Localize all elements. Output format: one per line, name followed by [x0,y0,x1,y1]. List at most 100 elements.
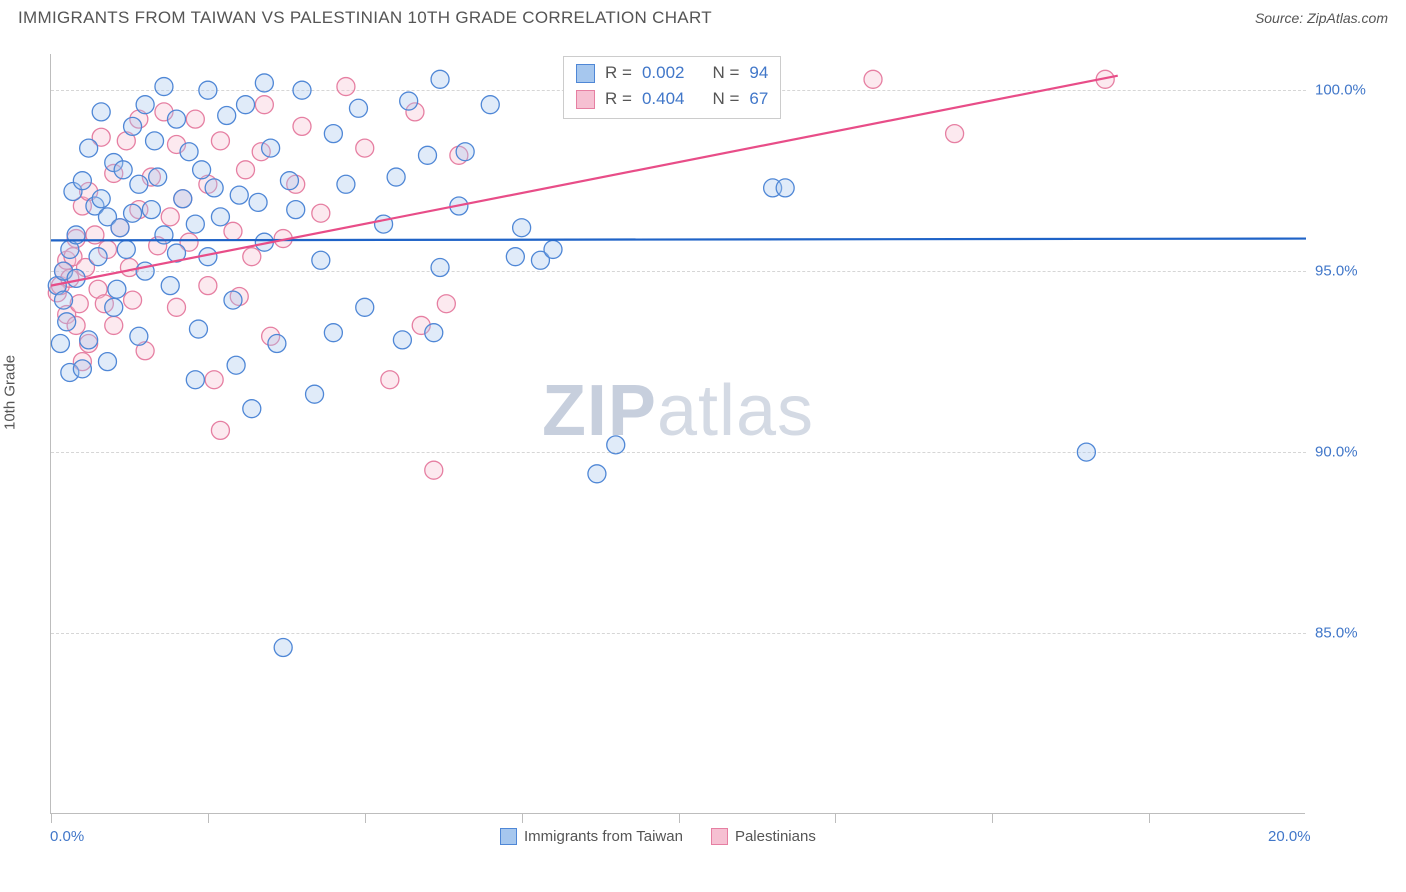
scatter-point [431,70,449,88]
scatter-point [114,161,132,179]
scatter-point [108,280,126,298]
legend-label-taiwan: Immigrants from Taiwan [524,828,683,845]
scatter-point [80,139,98,157]
scatter-point [255,96,273,114]
scatter-point [243,248,261,266]
scatter-point [1077,443,1095,461]
legend-swatch-taiwan [500,828,517,845]
scatter-point [124,204,142,222]
scatter-point [387,168,405,186]
scatter-point [224,222,242,240]
scatter-point [130,327,148,345]
scatter-point [312,251,330,269]
scatter-point [356,139,374,157]
scatter-point [437,295,455,313]
scatter-point [312,204,330,222]
chart-source: Source: ZipAtlas.com [1255,10,1388,26]
scatter-point [70,295,88,313]
y-axis-label: 10th Grade [2,355,19,430]
scatter-point [189,320,207,338]
chart-svg [51,54,1306,814]
scatter-point [375,215,393,233]
scatter-point [513,219,531,237]
scatter-point [280,172,298,190]
x-max-label: 20.0% [1268,828,1311,845]
scatter-point [349,99,367,117]
scatter-point [249,193,267,211]
scatter-point [186,371,204,389]
y-tick-label: 90.0% [1315,444,1358,461]
scatter-point [274,639,292,657]
r-value-palestinian: 0.404 [642,86,685,112]
scatter-point [243,400,261,418]
scatter-point [293,81,311,99]
stats-swatch-taiwan [576,64,595,83]
scatter-point [268,335,286,353]
scatter-point [130,175,148,193]
scatter-point [73,360,91,378]
scatter-point [324,125,342,143]
scatter-point [98,353,116,371]
scatter-point [506,248,524,266]
r-value-taiwan: 0.002 [642,60,685,86]
chart-header: IMMIGRANTS FROM TAIWAN VS PALESTINIAN 10… [0,0,1406,32]
scatter-point [544,240,562,258]
scatter-point [864,70,882,88]
correlation-stats-box: R = 0.002 N = 94 R = 0.404 N = 67 [563,56,781,119]
scatter-point [111,219,129,237]
legend: Immigrants from Taiwan Palestinians [500,828,816,845]
scatter-point [356,298,374,316]
scatter-point [161,208,179,226]
stats-swatch-palestinian [576,90,595,109]
scatter-point [161,277,179,295]
scatter-point [80,331,98,349]
scatter-point [142,201,160,219]
scatter-point [211,132,229,150]
scatter-point [381,371,399,389]
n-value-taiwan: 94 [749,60,768,86]
scatter-point [92,103,110,121]
scatter-point [180,143,198,161]
y-tick-label: 95.0% [1315,263,1358,280]
scatter-point [262,139,280,157]
y-tick-label: 100.0% [1315,82,1366,99]
scatter-point [58,313,76,331]
scatter-point [55,291,73,309]
scatter-point [227,356,245,374]
scatter-point [120,259,138,277]
scatter-point [306,385,324,403]
scatter-point [51,335,69,353]
scatter-point [776,179,794,197]
scatter-point [255,74,273,92]
legend-swatch-palestinian [711,828,728,845]
scatter-point [211,208,229,226]
scatter-point [155,78,173,96]
scatter-point [237,96,255,114]
scatter-point [393,331,411,349]
legend-item-taiwan: Immigrants from Taiwan [500,828,683,845]
chart-title: IMMIGRANTS FROM TAIWAN VS PALESTINIAN 10… [18,8,712,28]
scatter-point [105,316,123,334]
n-value-palestinian: 67 [749,86,768,112]
scatter-point [287,201,305,219]
scatter-point [293,117,311,135]
x-min-label: 0.0% [50,828,84,845]
scatter-point [324,324,342,342]
scatter-point [105,298,123,316]
plot-area: ZIPatlas R = 0.002 N = 94 R = 0.404 N = … [50,54,1305,814]
scatter-point [168,298,186,316]
plot-wrap: ZIPatlas R = 0.002 N = 94 R = 0.404 N = … [50,54,1390,814]
scatter-point [218,107,236,125]
scatter-point [205,371,223,389]
scatter-point [136,96,154,114]
scatter-point [174,190,192,208]
scatter-point [481,96,499,114]
scatter-point [205,179,223,197]
scatter-point [186,215,204,233]
scatter-point [337,175,355,193]
trend-line [51,239,1306,241]
scatter-point [230,186,248,204]
scatter-point [199,81,217,99]
scatter-point [456,143,474,161]
y-tick-label: 85.0% [1315,625,1358,642]
